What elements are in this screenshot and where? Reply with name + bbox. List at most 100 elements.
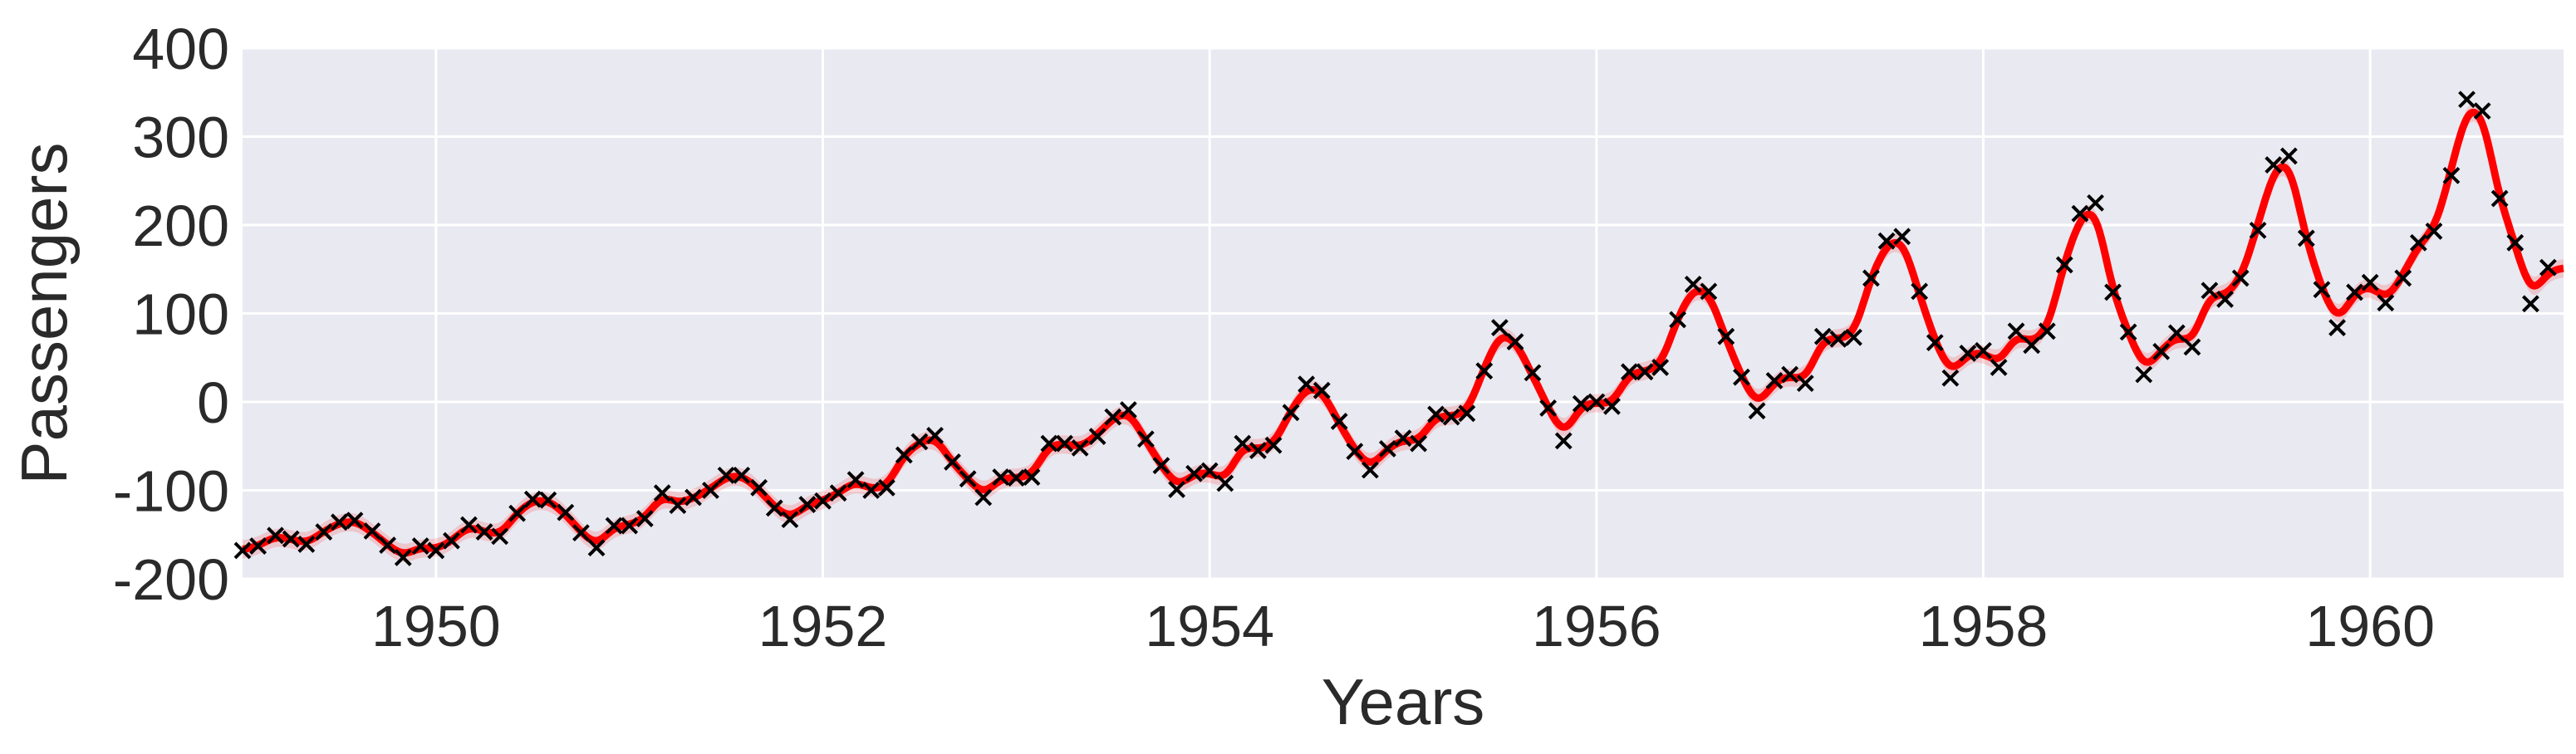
data-point <box>2152 342 2171 360</box>
data-point <box>2201 282 2219 300</box>
data-point <box>1941 369 1960 387</box>
data-point <box>750 478 768 497</box>
data-point <box>1765 372 1784 389</box>
data-point <box>1813 327 1832 345</box>
data-point <box>635 510 654 527</box>
y-tick-label: -200 <box>113 547 229 612</box>
data-point <box>315 523 333 541</box>
data-point <box>2055 256 2073 274</box>
data-point <box>605 517 623 535</box>
data-point <box>2346 283 2363 301</box>
data-point <box>2297 229 2315 247</box>
data-point <box>1491 319 1509 336</box>
data-point <box>2425 223 2443 240</box>
data-point <box>379 536 397 554</box>
data-point <box>717 466 735 484</box>
data-point <box>862 482 881 499</box>
data-point <box>1362 461 1379 479</box>
data-point <box>1845 328 1862 346</box>
x-tick-label: 1960 <box>2305 594 2435 659</box>
data-point <box>443 531 460 550</box>
observed-points <box>233 91 2557 566</box>
data-point <box>733 466 751 484</box>
data-point <box>621 517 639 535</box>
data-point <box>1249 442 1267 459</box>
data-point <box>1796 375 1814 393</box>
data-point <box>2231 269 2250 287</box>
data-point <box>1862 269 1880 287</box>
data-point <box>523 490 542 508</box>
data-point <box>1506 333 1524 350</box>
data-point <box>1926 334 1944 352</box>
data-point <box>2328 319 2346 336</box>
data-point <box>1119 401 1137 419</box>
x-axis-title: Years <box>1322 665 1485 738</box>
data-point <box>944 453 961 471</box>
data-point <box>1539 399 1558 417</box>
data-point <box>1040 434 1058 453</box>
data-point <box>2458 91 2475 109</box>
data-point <box>1282 404 1300 422</box>
data-point <box>233 541 252 560</box>
data-point <box>2038 322 2056 340</box>
data-point <box>2071 204 2089 223</box>
data-point <box>411 537 429 556</box>
data-point <box>1346 443 1364 461</box>
data-point <box>2264 156 2283 174</box>
x-tick-label: 1950 <box>371 594 501 659</box>
data-point <box>1893 228 1911 246</box>
data-point <box>1185 464 1203 482</box>
data-point <box>1781 365 1799 384</box>
data-point <box>1911 282 1929 301</box>
data-point <box>1877 232 1896 250</box>
data-point <box>460 516 478 534</box>
data-point <box>249 537 267 556</box>
data-point <box>331 513 348 531</box>
data-point <box>1234 434 1252 453</box>
data-point <box>2216 291 2234 308</box>
data-point <box>572 524 590 542</box>
data-point <box>1216 474 1234 492</box>
data-point <box>2490 189 2509 208</box>
data-point <box>1524 364 1542 382</box>
data-point <box>2023 336 2041 355</box>
data-point <box>1330 413 1348 430</box>
data-point <box>1717 327 1735 345</box>
data-point <box>1378 440 1396 458</box>
y-tick-label: 0 <box>197 370 229 435</box>
data-point <box>557 503 575 521</box>
data-point <box>1136 430 1155 448</box>
data-point <box>539 491 557 509</box>
data-point <box>2377 294 2395 312</box>
data-point <box>1684 275 1702 293</box>
data-point <box>1152 457 1170 475</box>
data-point <box>1298 375 1315 394</box>
y-tick-label: -100 <box>113 459 229 524</box>
data-point <box>2473 102 2491 120</box>
data-point <box>2409 233 2427 252</box>
data-point <box>2394 269 2412 287</box>
data-point <box>1572 394 1590 413</box>
data-point <box>2167 324 2186 342</box>
grid <box>243 47 2564 580</box>
x-tick-labels: 1950 1952 1954 1956 1958 1960 <box>371 594 2435 659</box>
y-tick-label: 200 <box>132 193 229 258</box>
data-point <box>895 446 913 464</box>
data-point <box>1313 381 1331 399</box>
y-tick-labels: 400 300 200 100 0 -100 -200 <box>113 17 229 612</box>
data-point <box>1394 429 1412 448</box>
data-point <box>2361 273 2379 291</box>
data-point <box>1733 368 1750 386</box>
data-point <box>959 470 977 488</box>
data-point <box>346 512 364 530</box>
data-point <box>1621 363 1638 381</box>
y-tick-label: 300 <box>132 105 229 170</box>
data-point <box>1007 469 1025 487</box>
data-point <box>1975 341 1992 360</box>
data-point <box>1104 408 1122 426</box>
x-tick-label: 1952 <box>758 594 888 659</box>
data-point <box>427 541 445 560</box>
data-point <box>2522 295 2539 313</box>
data-point <box>587 539 606 557</box>
data-point <box>814 492 832 510</box>
